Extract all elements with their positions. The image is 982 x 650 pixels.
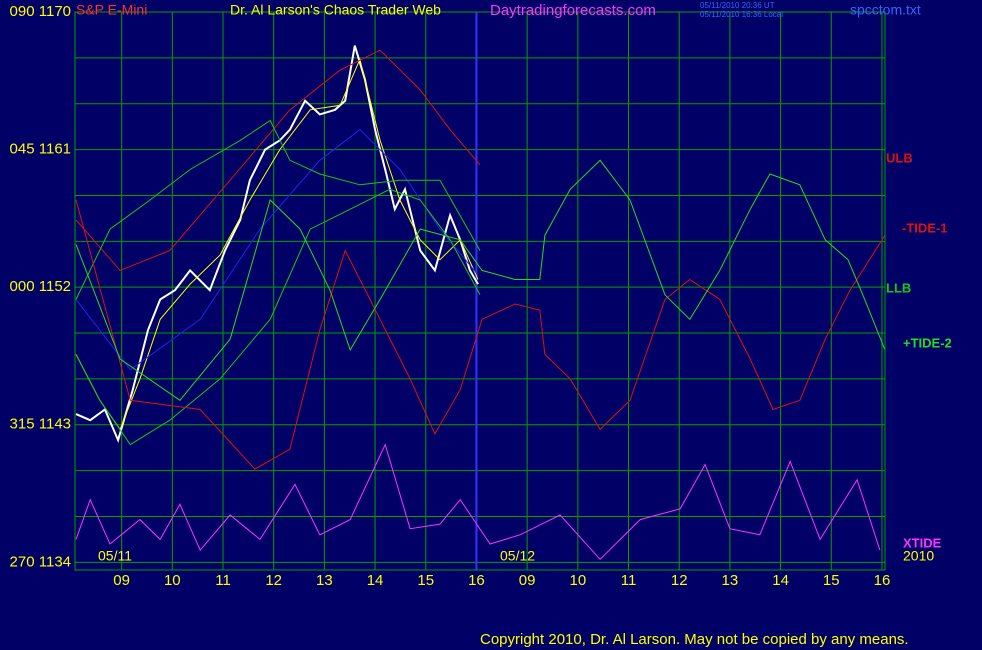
site: Daytradingforecasts.com: [490, 2, 656, 19]
y-tick-label: 045 1161: [10, 141, 71, 158]
plot-frame: [74, 11, 886, 571]
x-tick-label: 11: [215, 572, 231, 589]
y-tick-label: 315 1143: [10, 416, 71, 433]
series-line: [75, 443, 881, 561]
legend-label: -TIDE-1: [902, 221, 948, 236]
series-line: [75, 49, 481, 271]
legend-label: ULB: [886, 150, 913, 165]
file-name: spcctom.txt: [850, 2, 921, 18]
y-tick-label: 000 1152: [10, 278, 71, 295]
date-label: 05/12: [500, 548, 535, 564]
legend-label: +TIDE-2: [903, 335, 952, 350]
series-line: [75, 119, 481, 300]
series-line: [75, 45, 479, 444]
x-tick-label: 15: [823, 572, 840, 589]
year-label: 2010: [903, 548, 934, 564]
timestamp-ut: 05/11/2010 20:36 UT: [700, 1, 775, 10]
series-line: [75, 159, 886, 401]
y-tick-label: 270 1134: [10, 553, 71, 570]
y-tick-label: 090 1170: [10, 3, 71, 20]
x-tick-label: 13: [316, 572, 333, 589]
grid: [75, 11, 885, 570]
x-tick-label: 15: [417, 572, 434, 589]
lines: [75, 45, 886, 561]
x-tick-label: 14: [367, 572, 384, 589]
date-label: 05/11: [98, 548, 132, 564]
series-line: [75, 57, 479, 431]
legend-label: LLB: [886, 280, 911, 295]
x-tick-label: 13: [722, 572, 739, 589]
chart-title: Dr. Al Larson's Chaos Trader Web: [230, 2, 441, 18]
x-tick-label: 10: [569, 572, 586, 589]
x-tick-label: 09: [113, 572, 130, 589]
labels: S&P E-Mini Dr. Al Larson's Chaos Trader …: [10, 1, 952, 648]
x-tick-label: 12: [265, 572, 282, 589]
x-tick-label: 16: [468, 572, 485, 589]
x-tick-label: 10: [164, 572, 181, 589]
x-tick-label: 09: [519, 572, 536, 589]
series-line: [75, 188, 481, 446]
x-tick-label: 12: [671, 572, 688, 589]
x-tick-label: 14: [772, 572, 789, 589]
legend-label: XTIDE: [903, 536, 942, 551]
copyright: Copyright 2010, Dr. Al Larson. May not b…: [480, 631, 909, 648]
x-tick-label: 16: [874, 572, 891, 589]
series-line: [75, 199, 886, 470]
timestamp-local: 05/11/2010 16:36 Local: [700, 10, 783, 19]
x-tick-label: 11: [621, 572, 637, 589]
symbol: S&P E-Mini: [76, 2, 147, 18]
